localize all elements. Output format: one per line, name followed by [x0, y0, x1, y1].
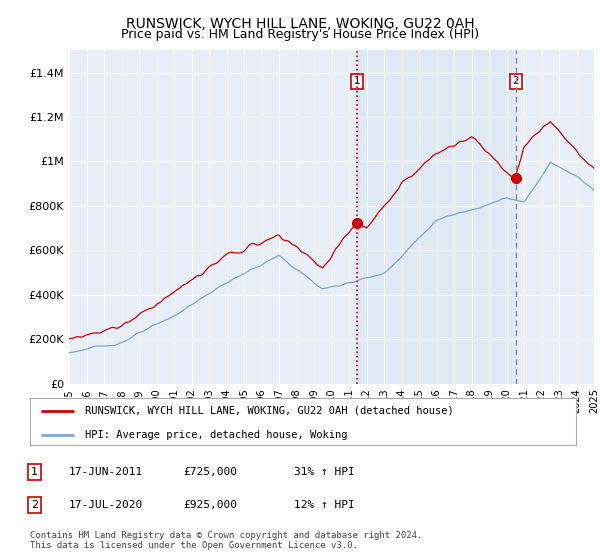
- Text: £725,000: £725,000: [183, 467, 237, 477]
- Text: £925,000: £925,000: [183, 500, 237, 510]
- Text: 17-JUN-2011: 17-JUN-2011: [69, 467, 143, 477]
- Text: RUNSWICK, WYCH HILL LANE, WOKING, GU22 0AH: RUNSWICK, WYCH HILL LANE, WOKING, GU22 0…: [125, 17, 475, 31]
- Text: HPI: Average price, detached house, Woking: HPI: Average price, detached house, Woki…: [85, 430, 347, 440]
- Text: RUNSWICK, WYCH HILL LANE, WOKING, GU22 0AH (detached house): RUNSWICK, WYCH HILL LANE, WOKING, GU22 0…: [85, 406, 454, 416]
- Bar: [357, 50, 516, 384]
- Text: 1: 1: [354, 77, 361, 86]
- Text: 12% ↑ HPI: 12% ↑ HPI: [294, 500, 355, 510]
- Text: Contains HM Land Registry data © Crown copyright and database right 2024.
This d: Contains HM Land Registry data © Crown c…: [30, 530, 422, 550]
- Text: 1: 1: [31, 467, 38, 477]
- Text: 2: 2: [31, 500, 38, 510]
- Text: 31% ↑ HPI: 31% ↑ HPI: [294, 467, 355, 477]
- Text: Price paid vs. HM Land Registry's House Price Index (HPI): Price paid vs. HM Land Registry's House …: [121, 28, 479, 41]
- Text: 2: 2: [512, 77, 519, 86]
- Text: 17-JUL-2020: 17-JUL-2020: [69, 500, 143, 510]
